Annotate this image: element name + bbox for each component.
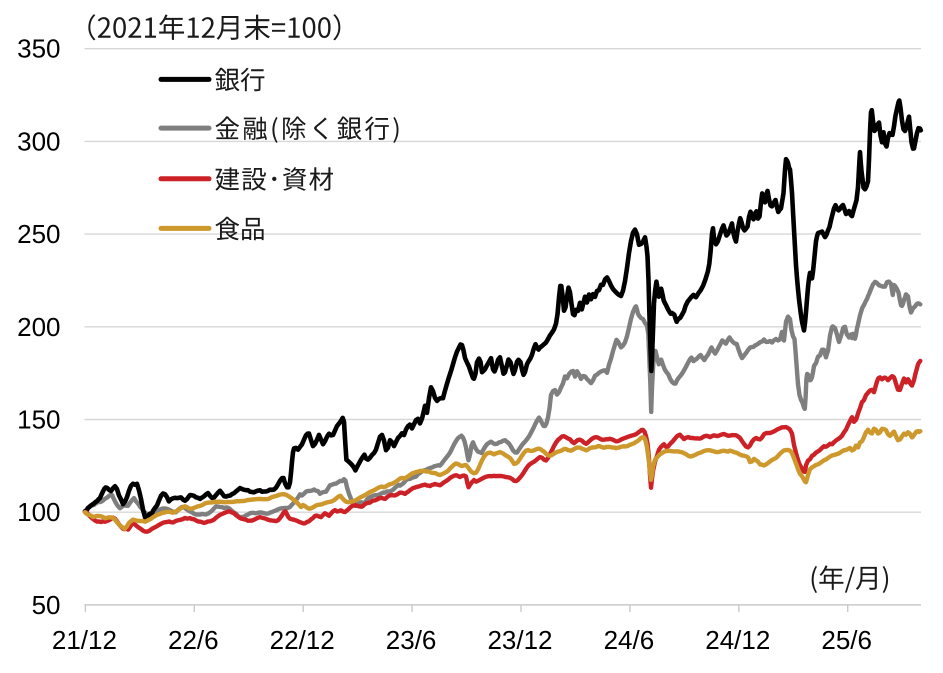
svg-text:24/12: 24/12 <box>705 625 770 655</box>
svg-text:23/12: 23/12 <box>487 625 552 655</box>
svg-text:22/12: 22/12 <box>270 625 335 655</box>
svg-text:23/6: 23/6 <box>386 625 437 655</box>
svg-text:100: 100 <box>17 497 60 527</box>
svg-text:24/6: 24/6 <box>604 625 655 655</box>
svg-text:350: 350 <box>17 34 60 64</box>
svg-text:300: 300 <box>17 126 60 156</box>
svg-text:50: 50 <box>32 590 61 620</box>
svg-text:25/6: 25/6 <box>821 625 872 655</box>
svg-text:22/6: 22/6 <box>168 625 219 655</box>
svg-text:21/12: 21/12 <box>52 625 117 655</box>
svg-text:150: 150 <box>17 405 60 435</box>
svg-text:200: 200 <box>17 312 60 342</box>
svg-text:250: 250 <box>17 219 60 249</box>
